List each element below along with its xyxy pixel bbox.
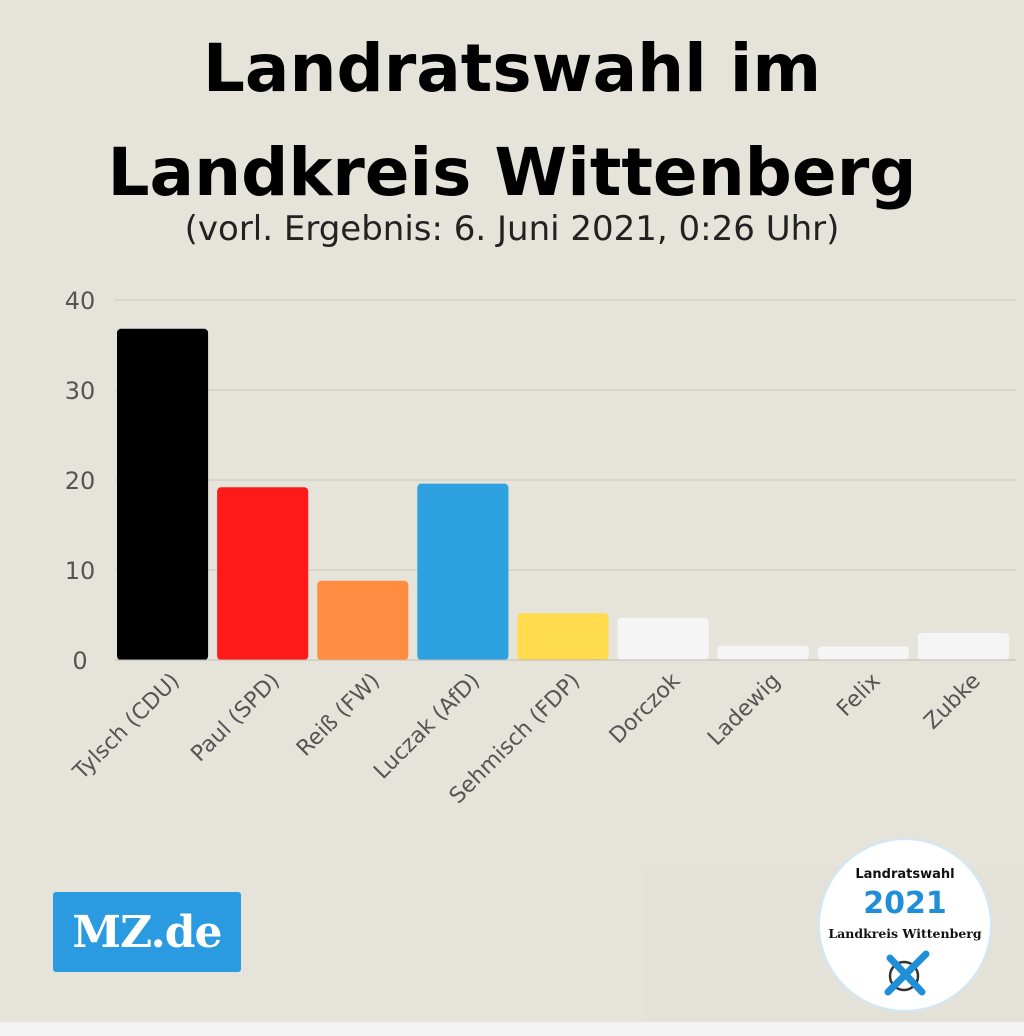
bar [517, 613, 609, 660]
x-tick-label: Dorczok [605, 668, 686, 749]
y-tick-label: 10 [65, 557, 96, 585]
publisher-logo: MZ.de [53, 892, 241, 972]
election-seal-logo: Landratswahl 2021 Landkreis Wittenberg [818, 838, 992, 1012]
bar [717, 645, 809, 660]
bottom-strip [0, 1022, 1024, 1036]
seal-text-line1: Landratswahl [855, 867, 955, 882]
bar [217, 487, 309, 660]
bar [917, 633, 1009, 660]
x-tick-label: Zubke [920, 669, 986, 735]
bar [117, 328, 209, 660]
bar-chart: 0 10 20 30 40 Tylsch (CDU) Paul (SPD) Reiß (FW)… [65, 287, 1016, 809]
y-tick-label: 20 [65, 467, 96, 495]
y-tick-label: 30 [65, 377, 96, 405]
x-tick-label: Reiß (FW) [292, 669, 385, 762]
ballot-cross-icon [884, 950, 930, 996]
bar [617, 617, 709, 660]
x-tick-label: Tylsch (CDU) [68, 669, 185, 786]
x-tick-label: Felix [832, 669, 885, 722]
x-tick-label: Paul (SPD) [187, 669, 285, 767]
y-tick-label: 40 [65, 287, 96, 315]
title-line-1: Landratswahl im [202, 30, 822, 107]
bar [417, 483, 509, 660]
title-line-2: Landkreis Wittenberg [107, 134, 917, 211]
y-tick-label: 0 [72, 647, 87, 675]
seal-text-year: 2021 [863, 886, 947, 921]
subtitle: (vorl. Ergebnis: 6. Juni 2021, 0:26 Uhr) [184, 209, 840, 249]
x-tick-label: Ladewig [703, 669, 785, 751]
bar [317, 580, 409, 660]
bar [817, 646, 909, 660]
seal-text-line3: Landkreis Wittenberg [828, 926, 982, 941]
